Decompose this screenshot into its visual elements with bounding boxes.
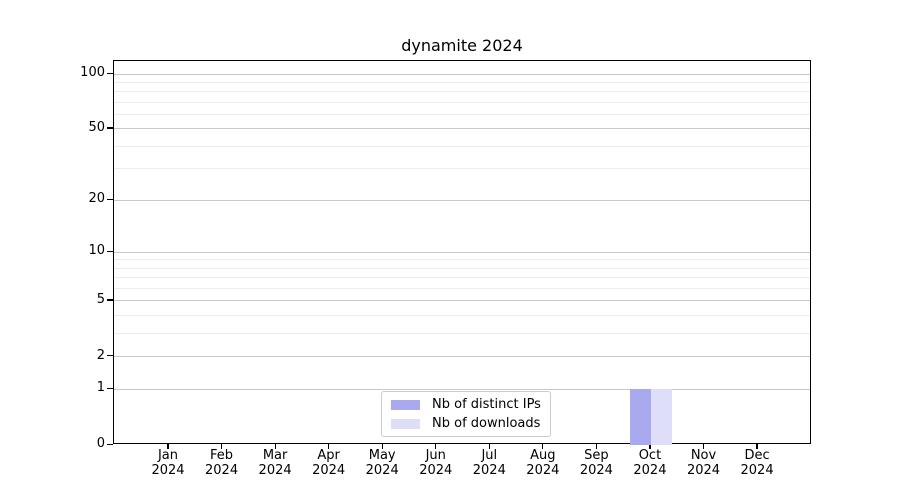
major-gridline xyxy=(114,300,810,302)
y-tick-mark xyxy=(107,250,113,252)
bar-nb-of-downloads xyxy=(650,389,673,445)
x-axis-tick-label: Jul 2024 xyxy=(472,448,506,478)
minor-gridline xyxy=(114,114,810,116)
minor-gridline xyxy=(114,259,810,261)
y-axis-tick-label: 20 xyxy=(88,191,105,207)
y-axis-tick-label: 100 xyxy=(80,65,105,80)
legend-item-distinct-ips: Nb of distinct IPs xyxy=(391,397,541,412)
plot-area: Nb of distinct IPs Nb of downloads xyxy=(113,60,811,445)
bar-nb-of-distinct-ips xyxy=(629,389,651,445)
x-axis-tick-label: Nov 2024 xyxy=(686,448,721,478)
y-axis-tick-label: 5 xyxy=(96,291,105,307)
major-gridline xyxy=(114,388,810,390)
x-tick-mark xyxy=(756,444,758,449)
x-tick-mark xyxy=(649,444,651,449)
x-tick-mark xyxy=(488,444,490,449)
x-axis-tick-label: Apr 2024 xyxy=(312,448,346,478)
y-tick-mark xyxy=(107,387,113,389)
y-axis-tick-label: 1 xyxy=(96,380,105,396)
x-axis-tick-label: Dec 2024 xyxy=(740,448,774,478)
x-axis-tick-label: Feb 2024 xyxy=(205,448,239,478)
major-gridline xyxy=(114,73,810,75)
x-axis-tick-label: Oct 2024 xyxy=(633,448,667,478)
minor-gridline xyxy=(114,81,810,83)
legend-label: Nb of distinct IPs xyxy=(432,397,541,412)
major-gridline xyxy=(114,251,810,253)
x-tick-mark xyxy=(542,444,544,449)
y-tick-mark xyxy=(107,198,113,200)
x-axis-tick-label: Mar 2024 xyxy=(258,448,292,478)
x-tick-mark xyxy=(220,444,223,449)
y-axis-tick-label: 10 xyxy=(88,243,105,259)
minor-gridline xyxy=(114,277,810,279)
legend-swatch-distinct-ips-icon xyxy=(391,399,420,410)
x-tick-mark xyxy=(328,444,330,449)
x-tick-mark xyxy=(595,444,597,449)
y-axis-tick-label: 2 xyxy=(96,347,105,363)
minor-gridline xyxy=(114,91,810,93)
x-tick-mark xyxy=(274,444,276,449)
minor-gridline xyxy=(114,315,810,317)
major-gridline xyxy=(114,199,810,201)
x-tick-mark xyxy=(167,444,169,449)
minor-gridline xyxy=(114,288,810,290)
legend-item-downloads: Nb of downloads xyxy=(391,416,541,431)
y-tick-mark xyxy=(107,355,113,357)
minor-gridline xyxy=(114,145,810,147)
x-tick-mark xyxy=(435,444,437,449)
x-axis-tick-label: Jun 2024 xyxy=(419,448,453,478)
major-gridline xyxy=(114,128,810,130)
y-tick-mark xyxy=(107,72,113,74)
x-axis-tick-label: Jan 2024 xyxy=(151,448,185,478)
minor-gridline xyxy=(114,267,810,269)
y-axis-tick-label: 50 xyxy=(88,119,105,135)
legend-swatch-downloads-icon xyxy=(391,418,420,429)
legend-label: Nb of downloads xyxy=(432,416,541,431)
x-tick-mark xyxy=(702,444,705,449)
y-tick-mark xyxy=(107,299,113,301)
x-axis-tick-label: May 2024 xyxy=(365,448,399,478)
minor-gridline xyxy=(114,101,810,103)
y-tick-mark xyxy=(107,443,113,445)
legend: Nb of distinct IPs Nb of downloads xyxy=(381,391,551,437)
major-gridline xyxy=(114,356,810,358)
x-axis-tick-label: Aug 2024 xyxy=(526,448,560,478)
minor-gridline xyxy=(114,333,810,335)
x-tick-mark xyxy=(381,444,383,449)
chart-title: dynamite 2024 xyxy=(401,36,523,55)
minor-gridline xyxy=(114,168,810,170)
y-tick-mark xyxy=(107,127,113,129)
x-axis-tick-label: Sep 2024 xyxy=(579,448,613,478)
y-axis-tick-label: 0 xyxy=(96,436,105,451)
